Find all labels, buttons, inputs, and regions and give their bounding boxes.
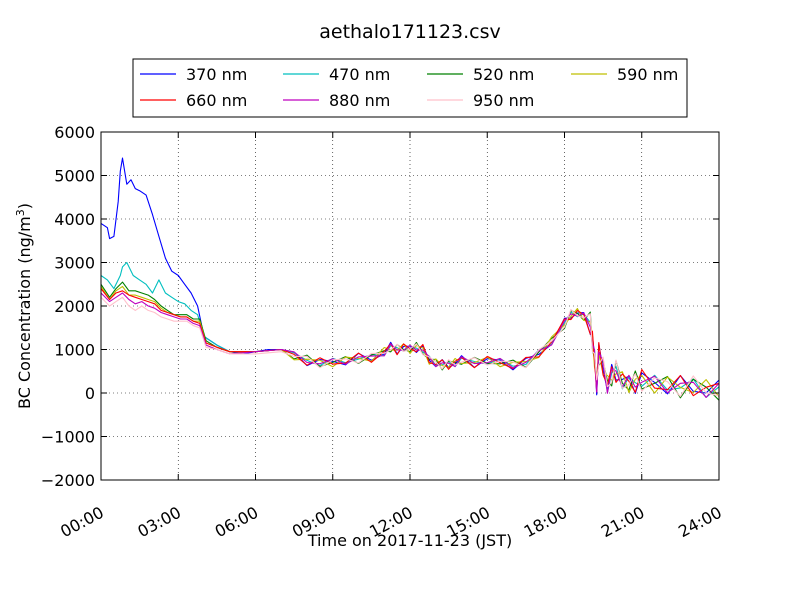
x-tick-label: 18:00 — [521, 503, 571, 541]
y-axis-title: BC Concentration (ng/m3) — [14, 203, 34, 409]
ticks — [100, 131, 720, 481]
x-tick-label: 00:00 — [57, 503, 107, 541]
legend-label: 370 nm — [186, 65, 247, 84]
x-tick-label: 24:00 — [675, 503, 725, 541]
legend: 370 nm 470 nm 520 nm 590 nm 660 nm 880 nm 950 … — [132, 58, 688, 118]
legend-label: 470 nm — [329, 65, 390, 84]
legend-label: 880 nm — [329, 91, 390, 110]
legend-label: 660 nm — [186, 91, 247, 110]
legend-label: 520 nm — [473, 65, 534, 84]
legend-label: 950 nm — [473, 91, 534, 110]
y-tick-label: 5000 — [54, 167, 95, 186]
x-tick-label: 06:00 — [212, 503, 262, 541]
y-tick-label: 3000 — [54, 254, 95, 273]
legend-box — [132, 58, 688, 118]
x-tick-label: 03:00 — [134, 503, 184, 541]
x-tick-label: 21:00 — [598, 503, 648, 541]
y-tick-label: 4000 — [54, 210, 95, 229]
y-tick-label: 1000 — [54, 341, 95, 360]
y-tick-label: −1000 — [41, 428, 95, 447]
chart-title: aethalo171123.csv — [319, 21, 501, 43]
legend-label: 590 nm — [617, 65, 678, 84]
series-line-950-nm — [100, 296, 720, 398]
y-axis-title-prefix: BC Concentration (ng/m — [15, 216, 34, 409]
plot-lines — [100, 157, 720, 401]
y-axis-title-sup: 3 — [14, 209, 27, 216]
y-tick-labels: −2000 −1000 0 1000 2000 3000 4000 5000 6000 — [41, 123, 95, 490]
y-tick-label: 0 — [85, 384, 95, 403]
y-axis-title-suffix: ) — [15, 203, 34, 209]
y-tick-label: 2000 — [54, 297, 95, 316]
x-axis-title: Time on 2017-11-23 (JST) — [307, 531, 512, 550]
series-line-660-nm — [100, 288, 720, 397]
y-tick-label: −2000 — [41, 471, 95, 490]
grid — [101, 132, 719, 480]
y-tick-label: 6000 — [54, 123, 95, 142]
